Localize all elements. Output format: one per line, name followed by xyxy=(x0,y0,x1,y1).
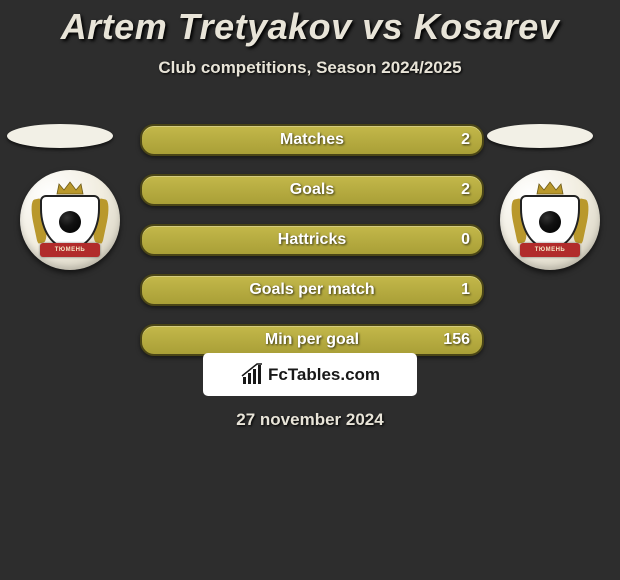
stat-label: Matches xyxy=(280,131,344,149)
stat-label: Goals per match xyxy=(249,281,374,299)
club-badge-right: ТЮМЕНЬ xyxy=(500,170,600,270)
stat-bar-goals-per-match: Goals per match 1 xyxy=(140,274,484,306)
stat-value: 1 xyxy=(461,281,470,299)
stat-bar-goals: Goals 2 xyxy=(140,174,484,206)
stat-bar-hattricks: Hattricks 0 xyxy=(140,224,484,256)
club-badge-left: ТЮМЕНЬ xyxy=(20,170,120,270)
ellipse-left xyxy=(7,124,113,148)
stat-value: 156 xyxy=(443,331,470,349)
fctables-logo[interactable]: FcTables.com xyxy=(203,353,417,396)
stat-label: Hattricks xyxy=(278,231,346,249)
stat-label: Goals xyxy=(290,181,334,199)
subtitle: Club competitions, Season 2024/2025 xyxy=(0,58,620,78)
page-title: Artem Tretyakov vs Kosarev xyxy=(0,0,620,48)
stat-bar-min-per-goal: Min per goal 156 xyxy=(140,324,484,356)
logo-text: FcTables.com xyxy=(268,365,380,385)
ellipse-right xyxy=(487,124,593,148)
crown-icon xyxy=(535,181,565,195)
badge-ribbon-left: ТЮМЕНЬ xyxy=(40,243,100,257)
date-label: 27 november 2024 xyxy=(0,410,620,430)
badge-ribbon-right: ТЮМЕНЬ xyxy=(520,243,580,257)
stat-value: 0 xyxy=(461,231,470,249)
stats-bars: Matches 2 Goals 2 Hattricks 0 Goals per … xyxy=(140,124,480,374)
stat-value: 2 xyxy=(461,131,470,149)
stat-label: Min per goal xyxy=(265,331,359,349)
stat-bar-matches: Matches 2 xyxy=(140,124,484,156)
stat-value: 2 xyxy=(461,181,470,199)
crown-icon xyxy=(55,181,85,195)
bar-chart-icon xyxy=(240,363,264,387)
